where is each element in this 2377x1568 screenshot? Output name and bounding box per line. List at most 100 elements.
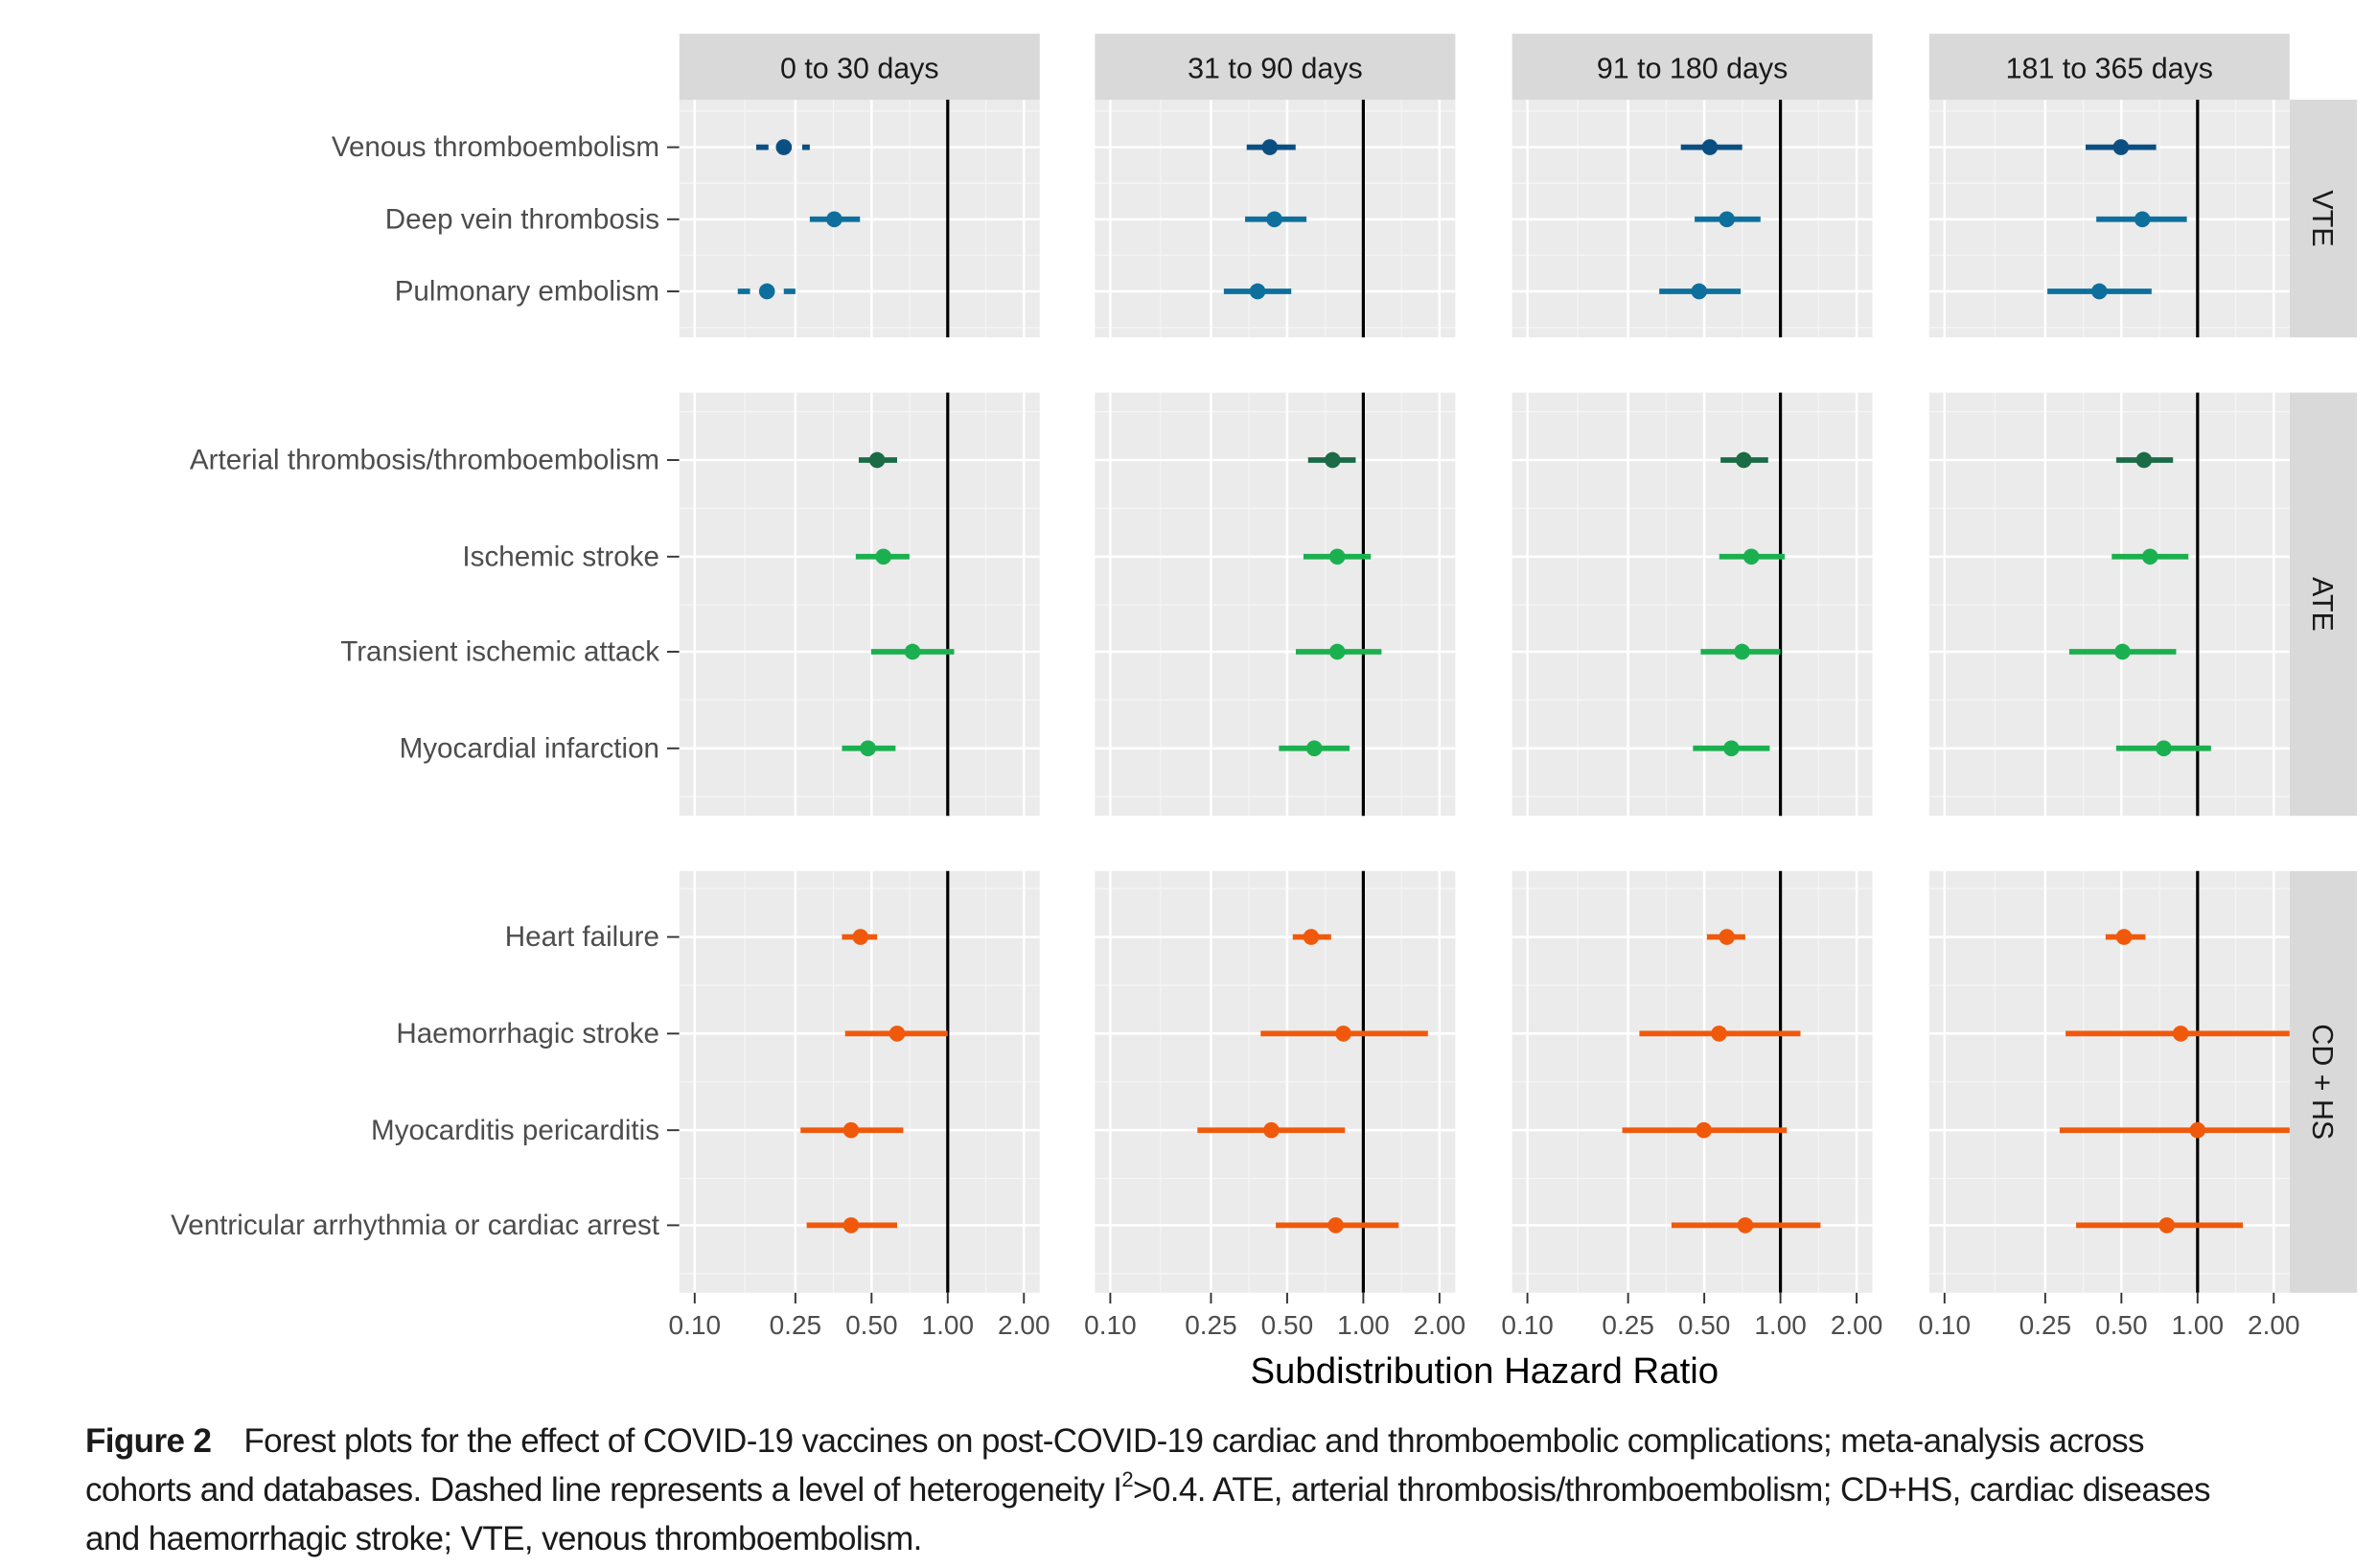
point-estimate: [860, 740, 876, 757]
point-estimate: [1327, 1217, 1344, 1234]
point-estimate: [1737, 1217, 1754, 1234]
x-tick-label: 0.50: [1261, 1310, 1314, 1340]
panel-strip: [1095, 34, 1456, 101]
point-estimate: [1266, 211, 1282, 228]
point-estimate: [875, 548, 892, 565]
point-estimate: [758, 283, 775, 300]
point-estimate: [1249, 283, 1266, 300]
point-estimate: [842, 1217, 860, 1234]
group-strip: [2289, 870, 2358, 1293]
x-tick-label: 0.25: [770, 1310, 822, 1340]
panel-background: [1512, 392, 1873, 817]
point-estimate: [1735, 451, 1752, 469]
panel-strip-label: 91 to 180 days: [1597, 53, 1788, 85]
point-estimate: [2141, 548, 2158, 565]
group-strip-label: VTE: [2306, 190, 2339, 246]
x-tick-label: 1.00: [1337, 1310, 1390, 1340]
point-estimate: [1719, 929, 1735, 945]
point-estimate: [1261, 139, 1279, 155]
point-estimate: [2134, 211, 2151, 228]
panel-background: [1095, 392, 1456, 817]
point-estimate: [1328, 643, 1346, 660]
point-estimate: [2156, 740, 2172, 757]
point-estimate: [2114, 643, 2131, 660]
point-estimate: [1263, 1121, 1280, 1139]
row-label: Myocardial infarction: [400, 732, 659, 764]
group-strip: [2289, 100, 2358, 337]
point-estimate: [1742, 548, 1760, 565]
caption-line-3: and haemorrhagic stroke; VTE, venous thr…: [85, 1520, 922, 1557]
point-estimate: [826, 211, 842, 228]
panel-strip-label: 31 to 90 days: [1188, 53, 1362, 85]
point-estimate: [1303, 929, 1320, 945]
point-estimate: [2090, 283, 2108, 300]
point-estimate: [2189, 1121, 2206, 1139]
x-tick-label: 0.25: [1185, 1310, 1237, 1340]
point-estimate: [888, 1026, 906, 1042]
row-label: Pulmonary embolism: [395, 276, 659, 308]
point-estimate: [2135, 451, 2153, 469]
point-estimate: [852, 929, 869, 945]
point-estimate: [842, 1121, 860, 1139]
point-estimate: [2115, 929, 2133, 945]
caption-superscript: 2: [1121, 1467, 1134, 1491]
point-estimate: [1328, 548, 1346, 565]
point-estimate: [1719, 211, 1735, 228]
x-tick-label: 0.10: [1084, 1310, 1137, 1340]
panel-strip: [1928, 34, 2290, 101]
point-estimate: [1734, 643, 1750, 660]
point-estimate: [1305, 740, 1323, 757]
point-estimate: [868, 451, 886, 469]
x-axis-label: Subdistribution Hazard Ratio: [1250, 1350, 1719, 1392]
row-label: Arterial thrombosis/thromboembolism: [190, 445, 659, 476]
row-label: Haemorrhagic stroke: [396, 1018, 659, 1049]
point-estimate: [2112, 139, 2130, 155]
x-tick-label: 1.00: [1754, 1310, 1807, 1340]
group-strip-label: CD + HS: [2306, 1024, 2339, 1140]
point-estimate: [1335, 1026, 1351, 1042]
x-tick-label: 0.25: [1602, 1310, 1654, 1340]
caption-line-2: cohorts and databases. Dashed line repre…: [85, 1465, 2366, 1514]
row-label: Ischemic stroke: [462, 541, 659, 572]
caption-figure-label: Figure 2: [85, 1422, 212, 1460]
panel-background: [1928, 392, 2290, 817]
point-estimate: [1701, 139, 1719, 155]
panel-background: [679, 392, 1040, 817]
caption-text: >0.4. ATE, arterial thrombosis/thromboem…: [1133, 1471, 2210, 1509]
x-tick-label: 0.10: [1919, 1310, 1972, 1340]
point-estimate: [2158, 1217, 2176, 1234]
point-estimate: [1691, 283, 1708, 300]
row-label: Deep vein thrombosis: [385, 203, 659, 235]
x-tick-label: 1.00: [922, 1310, 975, 1340]
x-tick-label: 2.00: [998, 1310, 1050, 1340]
x-tick-label: 1.00: [2172, 1310, 2225, 1340]
x-tick-label: 2.00: [1831, 1310, 1883, 1340]
panel-strip-label: 0 to 30 days: [780, 53, 939, 85]
caption-text: Forest plots for the effect of COVID-19 …: [243, 1422, 2144, 1460]
x-tick-label: 0.50: [1678, 1310, 1731, 1340]
row-label: Heart failure: [505, 921, 659, 953]
group-strip: [2289, 392, 2358, 817]
x-tick-label: 0.10: [1501, 1310, 1554, 1340]
panel-strip: [679, 34, 1040, 101]
point-estimate: [1723, 740, 1740, 757]
x-tick-label: 0.10: [669, 1310, 722, 1340]
panel-strip-label: 181 to 365 days: [2006, 53, 2213, 85]
row-label: Venous thromboembolism: [332, 131, 659, 163]
caption-text: cohorts and databases. Dashed line repre…: [85, 1471, 1122, 1509]
point-estimate: [1711, 1026, 1727, 1042]
x-tick-label: 2.00: [2248, 1310, 2300, 1340]
row-label: Ventricular arrhythmia or cardiac arrest: [171, 1210, 659, 1241]
x-tick-label: 2.00: [1414, 1310, 1466, 1340]
point-estimate: [775, 139, 793, 155]
point-estimate: [1696, 1121, 1712, 1139]
x-tick-label: 0.25: [2019, 1310, 2072, 1340]
point-estimate: [2172, 1026, 2189, 1042]
x-tick-label: 0.50: [2095, 1310, 2148, 1340]
point-estimate: [1325, 451, 1341, 469]
point-estimate: [904, 643, 921, 660]
panel-strip: [1512, 34, 1873, 101]
figure-caption: Figure 2 Forest plots for the effect of C…: [85, 1417, 2366, 1563]
